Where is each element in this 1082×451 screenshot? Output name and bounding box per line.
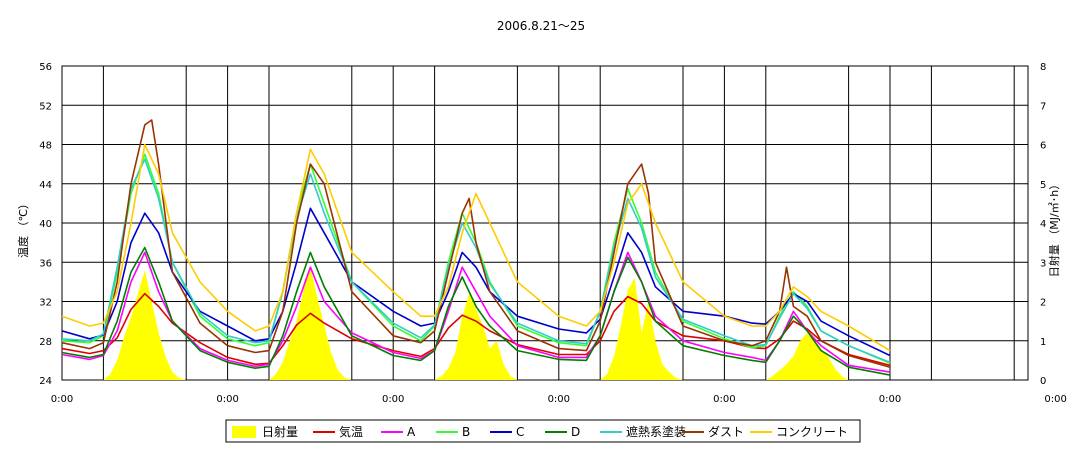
left-tick-label: 44 [39,180,52,191]
left-tick-label: 28 [39,337,52,348]
right-tick-label: 7 [1040,101,1046,112]
legend-label: A [407,425,416,439]
legend-label: 日射量 [262,424,298,439]
right-tick-label: 1 [1040,337,1046,348]
right-axis-label: 日射量 （MJ/㎡･h） [1047,179,1061,277]
legend-label: 遮熱系塗装 [626,424,686,439]
right-tick-label: 6 [1040,141,1046,152]
legend-frame [225,419,861,443]
right-tick-label: 3 [1040,258,1046,269]
x-tick-label: 0:00 [713,394,735,405]
legend-label: 気温 [339,424,363,439]
legend-label: ダスト [708,424,744,439]
solar-area [62,266,890,380]
right-tick-label: 8 [1040,62,1046,73]
x-tick-label: 0:00 [216,394,238,405]
legend: 日射量 気温 A B C D 遮熱系塗装 ダスト コンクリート [225,419,861,443]
series-line-ダスト [61,119,891,368]
x-tick-label: 0:00 [548,394,570,405]
legend-swatch [232,426,256,438]
right-tick-label: 2 [1040,298,1046,309]
chart-title: 2006.8.21～25 [497,19,585,33]
x-tick-label: 0:00 [51,394,73,405]
x-axis-ticks: 0:00 0:00 0:00 0:00 0:00 0:00 0:00 [51,394,1067,405]
right-axis-ticks: 0 1 2 3 4 5 6 7 8 [1040,62,1046,387]
gridlines [62,66,1028,380]
plot-area [61,65,1029,381]
left-axis-ticks: 24 28 32 36 40 44 48 52 56 [39,62,52,387]
left-tick-label: 40 [39,219,52,230]
right-tick-label: 4 [1040,219,1046,230]
left-tick-label: 56 [39,62,52,73]
legend-label: B [462,425,470,439]
series-line-D [61,246,891,376]
left-axis-label: 温度 （℃） [16,198,30,258]
right-tick-label: 5 [1040,180,1046,191]
legend-label: C [516,425,524,439]
left-tick-label: 32 [39,298,52,309]
left-tick-label: 48 [39,141,52,152]
series-line-コンクリート [61,143,891,352]
temperature-series [61,119,891,376]
left-tick-label: 36 [39,258,52,269]
x-tick-label: 0:00 [1044,394,1066,405]
left-tick-label: 52 [39,101,52,112]
x-tick-label: 0:00 [879,394,901,405]
series-line-C [61,207,891,357]
right-tick-label: 0 [1040,376,1046,387]
legend-label: D [571,425,580,439]
x-tick-label: 0:00 [382,394,404,405]
legend-items: 日射量 気温 A B C D 遮熱系塗装 ダスト コンクリート [232,424,848,439]
left-tick-label: 24 [39,376,52,387]
solar-series [62,266,890,380]
legend-label: コンクリート [776,425,848,439]
